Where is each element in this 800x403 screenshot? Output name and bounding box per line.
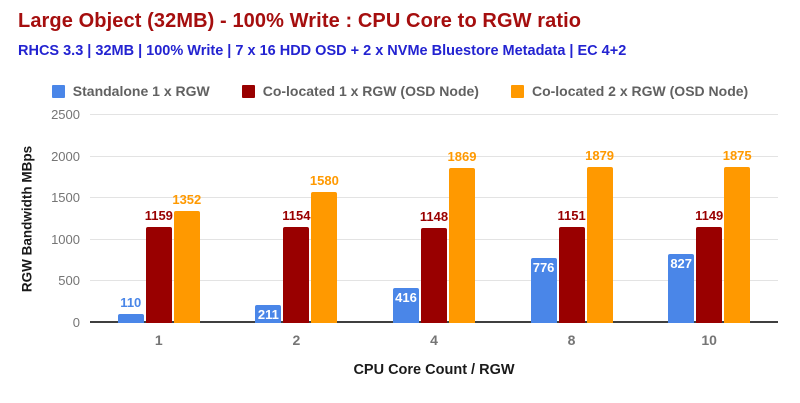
legend-item: Co-located 1 x RGW (OSD Node): [241, 83, 479, 99]
legend-swatch-icon: [51, 84, 65, 98]
legend-label: Standalone 1 x RGW: [72, 83, 210, 99]
x-tick-label: 1: [154, 332, 163, 348]
x-tick-label: 4: [430, 332, 438, 348]
bar-value-label: 776: [532, 260, 555, 276]
bar-groups: 110 1159 1352 1 211 1154 1580 2 416 1148 1869 4 776 1…: [90, 115, 778, 348]
legend-item: Standalone 1 x RGW: [51, 83, 210, 99]
bar-slot: 1149: [695, 209, 723, 323]
bar: [724, 167, 751, 323]
bar: [311, 191, 338, 323]
y-tick-label: 2000: [51, 148, 80, 164]
y-axis-title: RGW Bandwidth MBps: [19, 145, 35, 293]
bar: [420, 227, 447, 323]
bar-slot: 1879: [585, 149, 614, 323]
y-tick-label: 2500: [51, 107, 80, 122]
legend-label: Co-located 2 x RGW (OSD Node): [531, 83, 749, 99]
bar-slot: 1159: [145, 209, 173, 323]
bar: 416: [392, 288, 419, 323]
bar-value-label: 1875: [722, 148, 752, 163]
bar: [173, 210, 200, 323]
legend-swatch-icon: [510, 84, 524, 98]
bar-slot: 1869: [448, 150, 476, 323]
bar: [448, 167, 475, 323]
bar: 776: [530, 258, 557, 323]
bar-value-label: 1148: [419, 208, 449, 224]
x-axis-title: CPU Core Count / RGW: [353, 362, 515, 378]
gridline: [90, 197, 778, 199]
bar-slot: 1151: [557, 209, 586, 323]
bar: [558, 227, 585, 323]
bar: [586, 166, 613, 323]
bar-slot: 211: [255, 305, 282, 323]
bar-value-label: 827: [670, 256, 693, 272]
bar: 827: [668, 254, 695, 323]
bar-value-label: 1154: [282, 208, 311, 223]
legend-label: Co-located 1 x RGW (OSD Node): [262, 83, 479, 99]
legend: Standalone 1 x RGW Co-located 1 x RGW (OS…: [0, 83, 800, 99]
bar-value-label: 110: [120, 294, 142, 310]
bar: 211: [255, 305, 282, 323]
bar-slot: 1580: [310, 174, 339, 323]
bar-slot: 110: [117, 296, 144, 323]
legend-item: Co-located 2 x RGW (OSD Node): [510, 83, 749, 99]
chart-subtitle: RHCS 3.3 | 32MB | 100% Write | 7 x 16 HD…: [18, 43, 627, 59]
y-tick-label: 1500: [51, 190, 80, 206]
bar-slot: 1352: [172, 193, 201, 323]
plot-area: 110 1159 1352 1 211 1154 1580 2 416 1148 1869 4 776 1…: [51, 108, 778, 348]
bar-slot: 1148: [420, 210, 448, 323]
bar-slot: 1875: [723, 149, 752, 323]
y-tick-label: 500: [58, 273, 80, 289]
gridline: [90, 114, 778, 115]
x-tick-label: 8: [567, 332, 576, 348]
bar-value-label: 1149: [695, 208, 724, 224]
x-tick-label: 10: [701, 332, 717, 348]
bar-value-label: 1869: [447, 148, 477, 164]
bar-value-label: 1879: [585, 147, 615, 163]
legend-swatch-icon: [241, 84, 255, 98]
bar-group: 211 1154 1580 2: [228, 115, 366, 348]
bar-value-label: 416: [395, 290, 417, 306]
gridline: [90, 155, 778, 157]
bar-slot: 776: [530, 258, 557, 323]
y-tick-label: 1000: [51, 231, 80, 247]
bar-value-label: 1151: [557, 208, 586, 224]
bar: [283, 227, 310, 323]
chart-title: Large Object (32MB) - 100% Write : CPU C…: [18, 10, 582, 32]
bar-group: 110 1159 1352 1: [90, 115, 228, 348]
bar-value-label: 1352: [172, 191, 202, 207]
bar: [117, 313, 144, 323]
bar: [145, 226, 172, 323]
bar-value-label: 211: [257, 307, 279, 323]
bar-group: 416 1148 1869 4: [365, 115, 503, 348]
bar-value-label: 1159: [144, 207, 173, 223]
y-tick-label: 0: [72, 315, 80, 330]
bar-value-label: 1580: [309, 172, 339, 188]
bar-slot: 827: [668, 254, 695, 323]
bar-group: 827 1149 1875 10: [640, 115, 778, 348]
bar-slot: 416: [392, 288, 419, 323]
bar: [696, 227, 723, 323]
x-tick-label: 2: [292, 332, 301, 348]
bar-group: 776 1151 1879 8: [503, 115, 641, 348]
bar-slot: 1154: [282, 209, 310, 323]
